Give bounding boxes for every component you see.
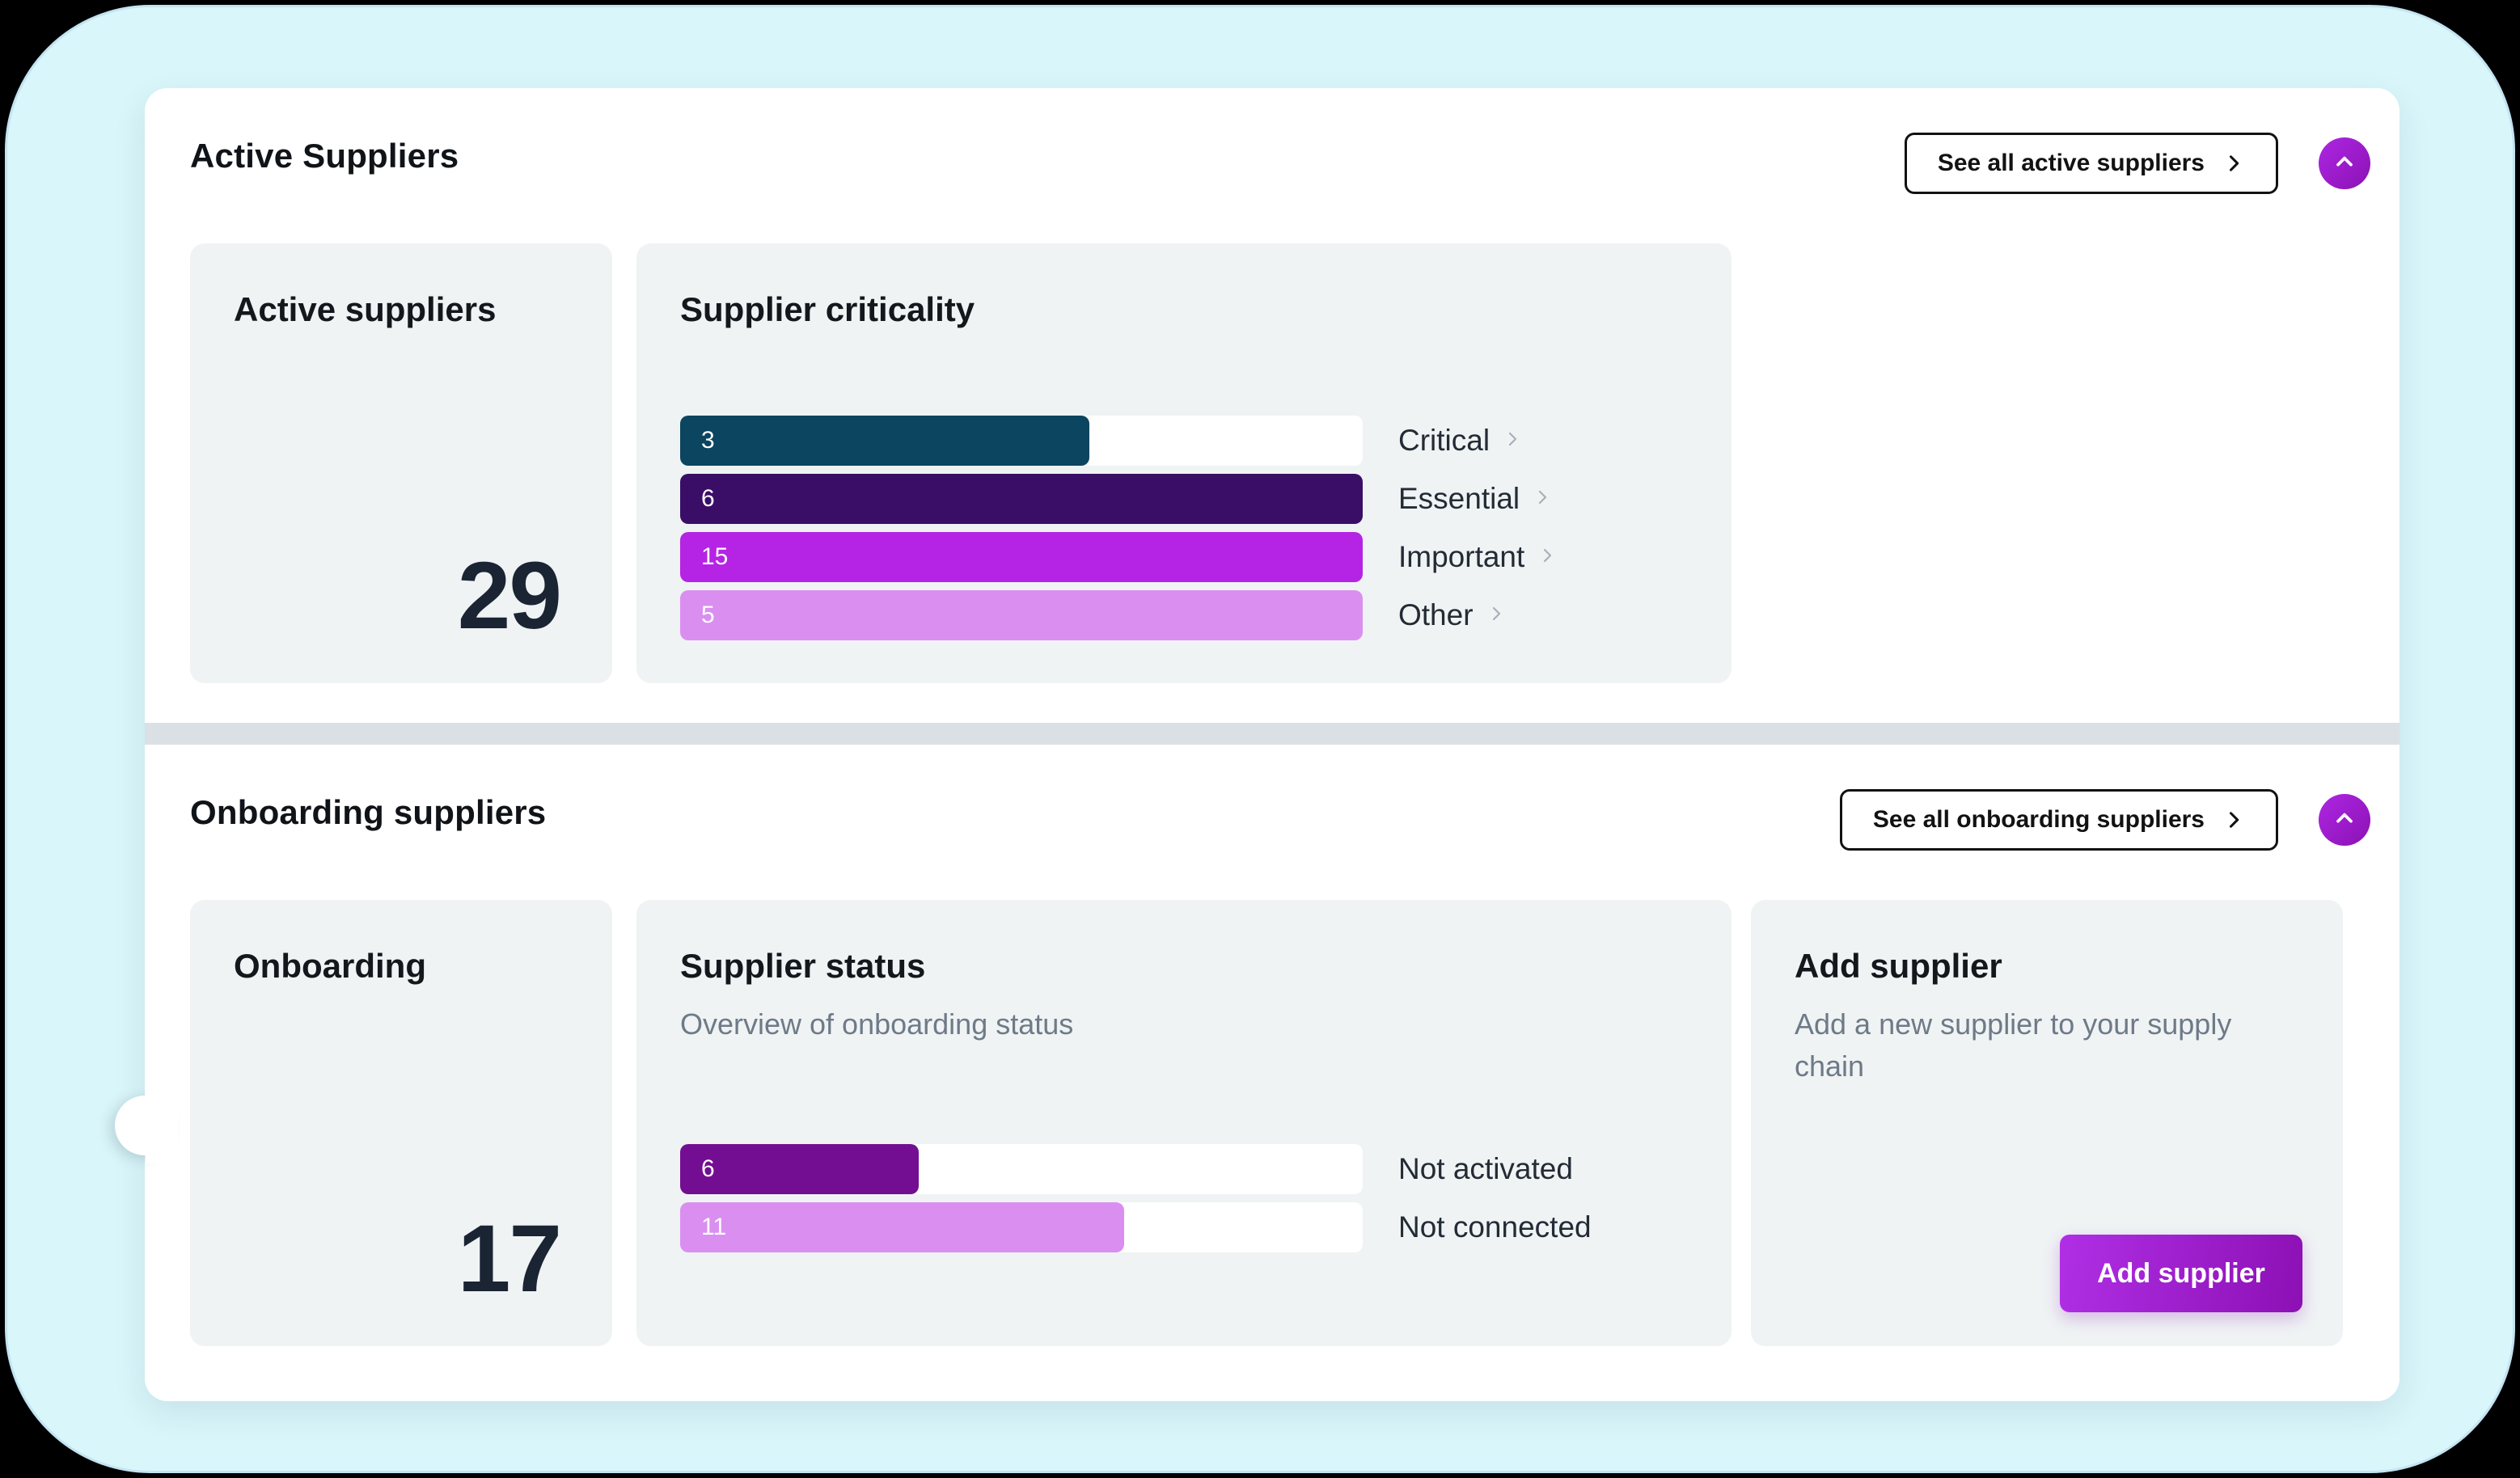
- bar-track: 15: [680, 532, 1363, 582]
- bar-track: 11: [680, 1202, 1363, 1252]
- status-bar-chart: 6 Not activated 11: [680, 1144, 1592, 1261]
- onboarding-count-card: Onboarding 17: [190, 900, 612, 1346]
- add-supplier-card-subtitle: Add a new supplier to your supply chain: [1795, 1007, 2232, 1083]
- active-suppliers-count-value: 29: [457, 543, 562, 649]
- add-supplier-button[interactable]: Add supplier: [2060, 1235, 2302, 1312]
- bar-value: 11: [701, 1214, 727, 1240]
- supplier-status-card: Supplier status Overview of onboarding s…: [636, 900, 1731, 1346]
- criticality-bar-row-critical: 3 Critical: [680, 416, 1557, 466]
- bar-fill-important: 15: [680, 532, 1363, 582]
- onboarding-suppliers-section: Onboarding suppliers See all onboarding …: [145, 745, 2399, 1401]
- bar-track: 6: [680, 474, 1363, 524]
- chevron-right-icon: [1533, 488, 1552, 511]
- active-suppliers-count-card: Active suppliers 29: [190, 243, 612, 683]
- add-supplier-card-title: Add supplier: [1795, 947, 2002, 985]
- bar-value: 6: [701, 1155, 715, 1182]
- status-label-not-activated: Not activated: [1398, 1152, 1573, 1185]
- chevron-up-icon: [2332, 150, 2357, 178]
- see-all-onboarding-suppliers-label: See all onboarding suppliers: [1872, 806, 2205, 833]
- chevron-right-icon: [2222, 152, 2245, 175]
- see-all-active-suppliers-label: See all active suppliers: [1937, 150, 2205, 176]
- criticality-bar-row-essential: 6 Essential: [680, 474, 1557, 524]
- collapse-onboarding-section-button[interactable]: [2319, 794, 2370, 846]
- bar-fill-critical: 3: [680, 416, 1090, 466]
- bar-value: 3: [701, 427, 715, 454]
- status-bar-row-not-connected: 11 Not connected: [680, 1202, 1592, 1252]
- see-all-onboarding-suppliers-button[interactable]: See all onboarding suppliers: [1839, 789, 2278, 851]
- bar-track: 6: [680, 1144, 1363, 1194]
- collapse-active-section-button[interactable]: [2319, 137, 2370, 189]
- bar-track: 3: [680, 416, 1363, 466]
- bar-value: 5: [701, 602, 715, 628]
- active-suppliers-section-title: Active Suppliers: [190, 137, 459, 175]
- status-bar-row-not-activated: 6 Not activated: [680, 1144, 1592, 1194]
- status-label-not-connected: Not connected: [1398, 1210, 1592, 1244]
- onboarding-count-value: 17: [457, 1206, 562, 1312]
- chevron-right-icon: [1503, 429, 1522, 453]
- app-background: Active Suppliers See all active supplier…: [5, 5, 2515, 1473]
- supplier-status-card-subtitle: Overview of onboarding status: [680, 1007, 1074, 1041]
- criticality-bar-row-important: 15 Important: [680, 532, 1557, 582]
- section-divider: [145, 723, 2399, 745]
- bar-fill-essential: 6: [680, 474, 1363, 524]
- add-supplier-card: Add supplier Add a new supplier to your …: [1751, 900, 2343, 1346]
- criticality-label-critical[interactable]: Critical: [1398, 424, 1522, 458]
- active-suppliers-section: Active Suppliers See all active supplier…: [145, 88, 2399, 723]
- criticality-bar-chart: 3 Critical: [680, 416, 1557, 648]
- chevron-right-icon: [1486, 604, 1506, 627]
- criticality-label-important[interactable]: Important: [1398, 540, 1557, 574]
- see-all-active-suppliers-button[interactable]: See all active suppliers: [1904, 133, 2278, 194]
- supplier-status-card-title: Supplier status: [680, 947, 926, 985]
- bar-fill-not-connected: 11: [680, 1202, 1124, 1252]
- active-suppliers-count-card-title: Active suppliers: [234, 290, 497, 328]
- bar-track: 5: [680, 590, 1363, 640]
- chevron-right-icon: [1537, 546, 1557, 569]
- onboarding-suppliers-section-title: Onboarding suppliers: [190, 793, 547, 831]
- bar-fill-other: 5: [680, 590, 1363, 640]
- bar-value: 6: [701, 485, 715, 512]
- criticality-bar-row-other: 5 Other: [680, 590, 1557, 640]
- bar-value: 15: [701, 543, 729, 570]
- supplier-criticality-card-title: Supplier criticality: [680, 290, 975, 328]
- bar-fill-not-activated: 6: [680, 1144, 920, 1194]
- onboarding-header-actions: See all onboarding suppliers: [1839, 789, 2370, 851]
- criticality-label-essential[interactable]: Essential: [1398, 482, 1552, 516]
- onboarding-count-card-title: Onboarding: [234, 947, 426, 985]
- chevron-up-icon: [2332, 806, 2357, 834]
- chevron-right-icon: [2222, 809, 2245, 831]
- criticality-label-other[interactable]: Other: [1398, 598, 1506, 632]
- active-header-actions: See all active suppliers: [1904, 133, 2370, 194]
- supplier-criticality-card: Supplier criticality 3 Critical: [636, 243, 1731, 683]
- dashboard-panel: Active Suppliers See all active supplier…: [145, 88, 2399, 1401]
- drawer-handle-mask: [146, 1091, 178, 1163]
